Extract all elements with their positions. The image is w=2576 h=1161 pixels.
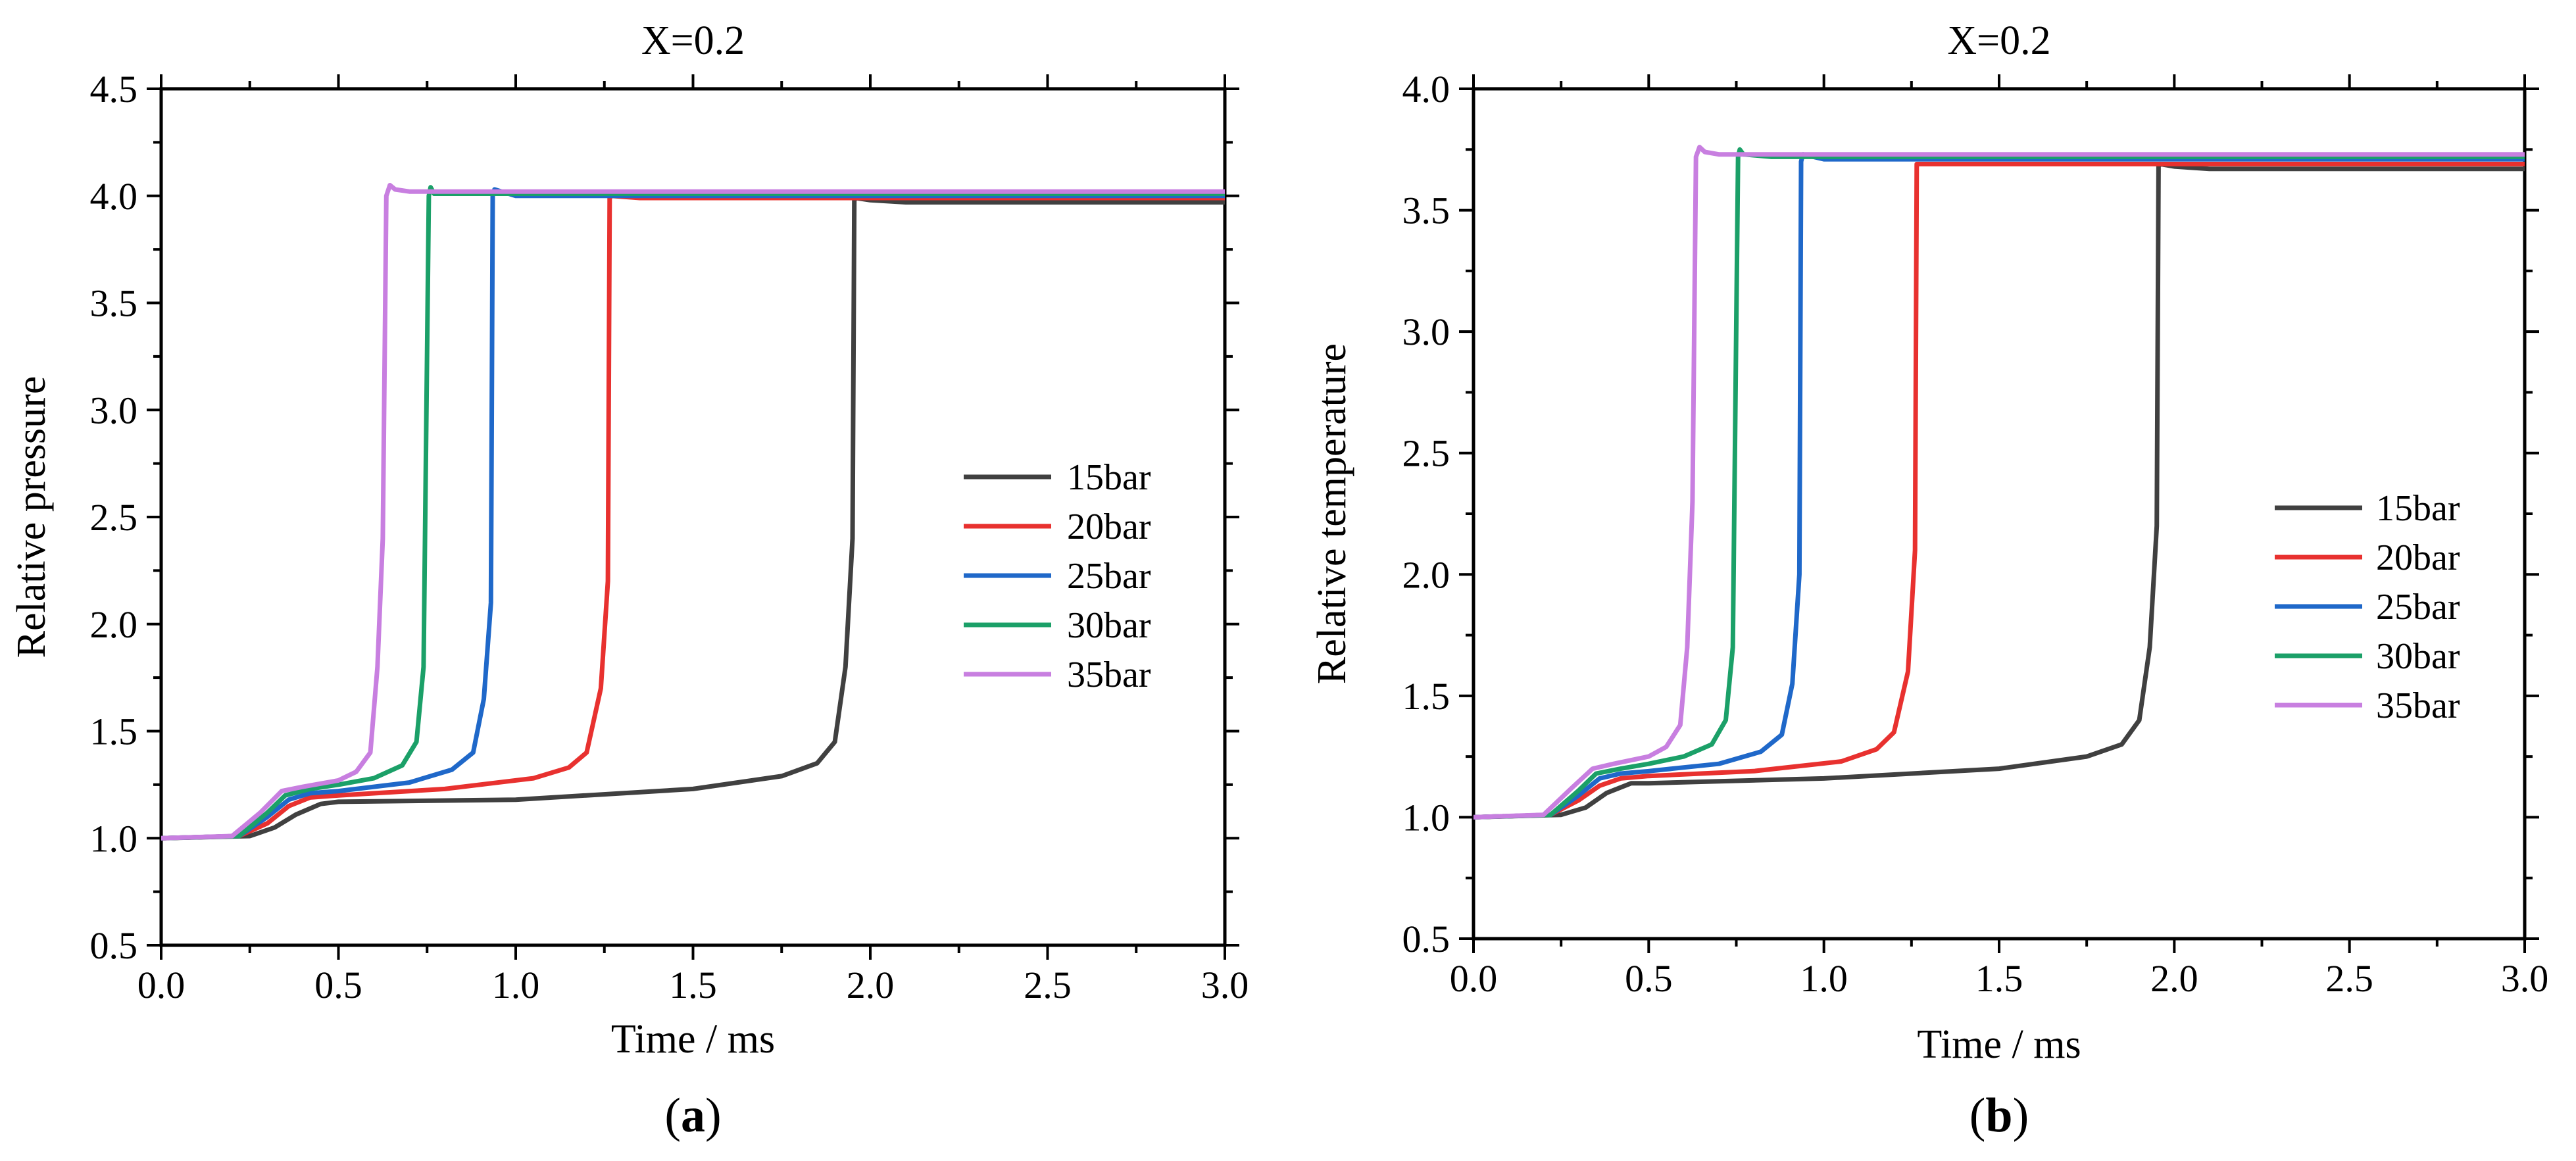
- legend-label-20bar: 20bar: [2376, 537, 2460, 578]
- legend-label-30bar: 30bar: [2376, 636, 2460, 677]
- panel-label: (a): [664, 1089, 721, 1143]
- series-line-35bar: [161, 183, 1225, 841]
- x-tick-label: 2.5: [2325, 957, 2373, 1000]
- chart-title: X=0.2: [1947, 18, 2050, 63]
- x-axis-title: Time / ms: [1917, 1022, 2081, 1067]
- x-axis-title: Time / ms: [611, 1017, 775, 1062]
- series-line-20bar: [161, 193, 1225, 841]
- y-tick-label: 2.0: [1402, 553, 1450, 596]
- series-group: [1474, 145, 2525, 820]
- chart-title: X=0.2: [641, 18, 745, 63]
- legend-label-25bar: 25bar: [1067, 556, 1151, 597]
- series-line-25bar: [1474, 152, 2525, 820]
- y-axis-title: Relative temperature: [1310, 343, 1354, 684]
- x-tick-label: 2.5: [1024, 964, 1072, 1006]
- series-line-30bar: [1474, 147, 2525, 820]
- y-tick-label: 0.5: [90, 924, 138, 967]
- series-group: [161, 183, 1225, 841]
- chart-panel-b: 0.0 0.5 1.0 1.5 2.0 2.5 3.00.51.01.52.02.53.03…: [1310, 18, 2548, 1143]
- legend: 15bar 20bar 25bar 30bar 35bar: [964, 457, 1151, 695]
- y-tick-label: 2.5: [1402, 432, 1450, 475]
- series-line-15bar: [1474, 161, 2525, 820]
- series-line-30bar: [161, 185, 1225, 841]
- x-tick-label: 3.0: [2501, 957, 2549, 1000]
- x-tick-label: 1.0: [492, 964, 540, 1006]
- y-tick-label: 3.0: [90, 389, 138, 432]
- y-tick-label: 4.0: [1402, 68, 1450, 111]
- y-tick-label: 4.5: [90, 68, 138, 111]
- legend-label-15bar: 15bar: [1067, 457, 1151, 498]
- x-tick-label: 0.0: [1450, 957, 1498, 1000]
- x-tick-label: 1.0: [1800, 957, 1848, 1000]
- x-tick-label: 1.5: [1975, 957, 2023, 1000]
- y-tick-label: 1.0: [90, 817, 138, 860]
- x-tick-label: 3.0: [1201, 964, 1249, 1006]
- x-tick-label: 0.5: [314, 964, 362, 1006]
- series-line-20bar: [1474, 161, 2525, 820]
- legend-label-35bar: 35bar: [1067, 655, 1151, 695]
- series-line-15bar: [161, 195, 1225, 841]
- legend-label-30bar: 30bar: [1067, 605, 1151, 646]
- plot-frame: [1472, 87, 2527, 941]
- y-tick-label: 0.5: [1402, 918, 1450, 960]
- y-tick-label: 4.0: [90, 175, 138, 218]
- legend-label-15bar: 15bar: [2376, 488, 2460, 529]
- y-tick-label: 1.0: [1402, 796, 1450, 839]
- panel-label: (b): [1969, 1089, 2029, 1143]
- y-tick-label: 1.5: [90, 710, 138, 753]
- y-tick-label: 3.0: [1402, 310, 1450, 353]
- y-tick-label: 2.0: [90, 603, 138, 646]
- x-tick-label: 0.0: [137, 964, 186, 1006]
- legend-label-25bar: 25bar: [2376, 587, 2460, 628]
- legend-label-35bar: 35bar: [2376, 685, 2460, 726]
- series-line-35bar: [1474, 145, 2525, 820]
- x-tick-label: 1.5: [669, 964, 717, 1006]
- x-tick-label: 0.5: [1625, 957, 1673, 1000]
- x-tick-label: 2.0: [847, 964, 895, 1006]
- series-line-25bar: [161, 187, 1225, 841]
- y-tick-label: 2.5: [90, 496, 138, 539]
- legend: 15bar 20bar 25bar 30bar 35bar: [2275, 488, 2460, 726]
- y-axis-title: Relative pressure: [9, 376, 54, 658]
- legend-label-20bar: 20bar: [1067, 506, 1151, 547]
- y-tick-label: 3.5: [1402, 189, 1450, 232]
- plot-frame: [159, 87, 1227, 947]
- x-tick-label: 2.0: [2150, 957, 2198, 1000]
- y-tick-label: 1.5: [1402, 675, 1450, 718]
- y-tick-label: 3.5: [90, 282, 138, 325]
- chart-panel-a: 0.0 0.5 1.0 1.5 2.0 2.5 3.00.51.01.52.02.53.03…: [9, 18, 1249, 1143]
